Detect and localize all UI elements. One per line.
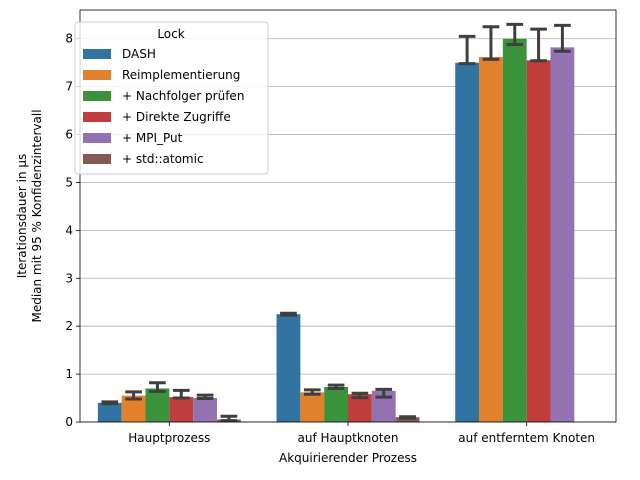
error-bar xyxy=(220,414,238,423)
bar xyxy=(479,56,503,422)
error-bar xyxy=(458,34,476,66)
error-bar xyxy=(375,387,393,399)
error-bar xyxy=(327,383,345,390)
x-tick-label: auf entferntem Knoten xyxy=(458,431,595,445)
legend-swatch xyxy=(83,133,111,143)
bar xyxy=(526,60,551,422)
y-tick-label: 5 xyxy=(65,175,73,189)
error-bar xyxy=(399,415,416,420)
y-tick-label: 8 xyxy=(65,32,73,46)
y-axis-label-line2: Median mit 95 % Konfidenzintervall xyxy=(30,109,44,322)
y-tick-label: 0 xyxy=(65,415,73,429)
bar xyxy=(502,38,527,422)
legend-box xyxy=(74,21,269,175)
error-bar xyxy=(482,25,500,61)
y-tick-label: 7 xyxy=(65,80,73,94)
error-bar xyxy=(125,390,142,401)
error-bar xyxy=(172,388,190,400)
legend-label: Reimplementierung xyxy=(122,68,240,82)
y-axis-ticks: 0 1 2 3 4 5 6 7 8 xyxy=(65,32,80,429)
x-axis-ticks: Hauptprozess auf Hauptknoten auf entfernte… xyxy=(128,422,595,445)
legend-swatch xyxy=(83,154,111,164)
legend-items: DASH Reimplementierung + Nachfolger prüfen… xyxy=(83,47,244,166)
bar xyxy=(121,395,146,422)
bar xyxy=(97,402,122,422)
error-bar xyxy=(101,400,119,406)
y-tick-label: 4 xyxy=(65,223,73,237)
legend-swatch xyxy=(83,70,111,80)
y-tick-label: 6 xyxy=(65,128,73,142)
bar xyxy=(550,47,575,423)
x-tick-label: auf Hauptknoten xyxy=(298,431,399,445)
bar xyxy=(324,387,348,422)
legend: Lock DASH Reimplementierung + Nachfolger p… xyxy=(74,21,269,175)
bar xyxy=(145,388,170,422)
legend-swatch xyxy=(83,91,111,101)
error-bar xyxy=(506,22,524,46)
y-tick-label: 2 xyxy=(65,319,73,333)
legend-label: DASH xyxy=(122,47,156,61)
bar xyxy=(193,398,217,422)
legend-label: + std::atomic xyxy=(122,152,204,166)
x-tick-label: Hauptprozess xyxy=(128,431,210,445)
error-bar xyxy=(196,393,214,401)
legend-label: + Nachfolger prüfen xyxy=(122,89,244,103)
bars xyxy=(97,38,575,423)
bar xyxy=(300,392,325,422)
y-tick-label: 3 xyxy=(65,271,73,285)
error-bar xyxy=(280,311,297,317)
error-bar xyxy=(351,391,369,400)
legend-swatch xyxy=(83,112,111,122)
error-bars xyxy=(101,22,571,423)
bar xyxy=(276,314,301,422)
legend-swatch xyxy=(83,49,111,59)
legend-label: + MPI_Put xyxy=(122,131,183,145)
x-axis-label: Akquirierender Prozess xyxy=(279,451,417,465)
y-tick-label: 1 xyxy=(65,367,73,381)
error-bar xyxy=(530,27,547,63)
error-bar xyxy=(554,23,571,53)
legend-label: + Direkte Zugriffe xyxy=(122,110,231,124)
bar xyxy=(348,394,372,422)
legend-title: Lock xyxy=(157,27,184,41)
bar xyxy=(371,390,396,422)
y-axis-label-line1: Iterationsdauer in µs xyxy=(15,154,29,279)
error-bar xyxy=(149,381,166,393)
bar xyxy=(169,397,194,422)
bar xyxy=(455,62,480,423)
error-bar xyxy=(303,388,321,396)
